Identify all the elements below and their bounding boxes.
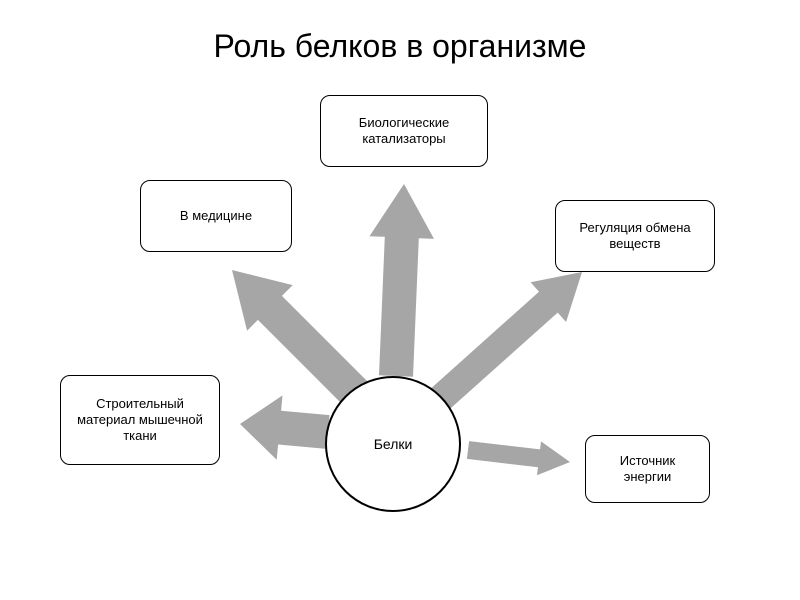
center-label: Белки [374,436,413,452]
node-medicine: В медицине [140,180,292,252]
node-catalysts: Биологическиекатализаторы [320,95,488,167]
center-node: Белки [325,376,461,512]
node-energy-source: Источникэнергии [585,435,710,503]
node-building-material: Строительныйматериал мышечнойткани [60,375,220,465]
node-regulation: Регуляция обменавеществ [555,200,715,272]
